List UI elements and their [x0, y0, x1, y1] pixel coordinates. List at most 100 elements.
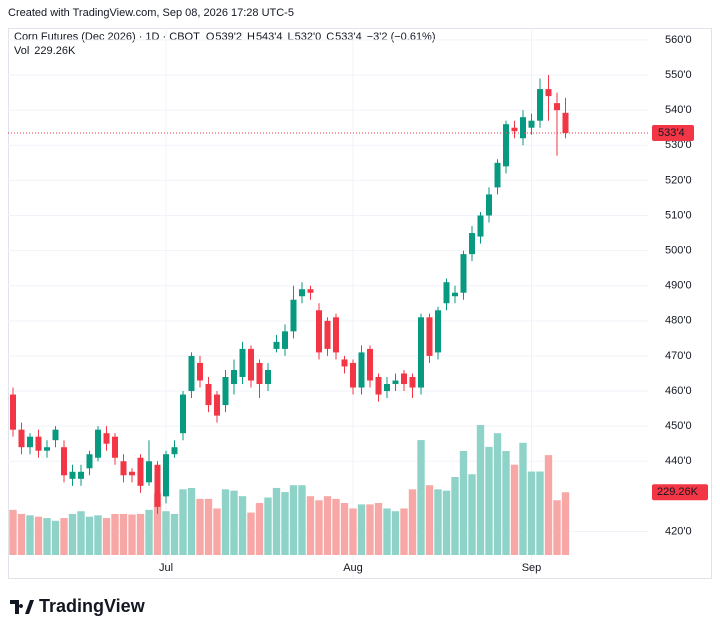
- candle-body: [103, 433, 110, 444]
- axes: 560'0 550'0 540'0 530'0 520'0 510'0 500'0 490'0…: [159, 34, 708, 574]
- candle-body: [154, 464, 161, 507]
- candle-body: [494, 162, 501, 188]
- candle-body: [486, 194, 492, 216]
- volume-bar: [34, 516, 43, 555]
- candle-body: [18, 429, 25, 448]
- volume-bar: [442, 490, 451, 555]
- candle-body: [146, 461, 152, 483]
- volume-bar: [264, 497, 272, 555]
- volume-bar: [451, 477, 459, 555]
- legend-symbol: Corn Futures (Dec 2026) · 1D · CBOT: [14, 31, 200, 43]
- legend: Corn Futures (Dec 2026) · 1D · CBOT O 539'…: [14, 31, 436, 57]
- volume-bar: [272, 487, 281, 555]
- candle-body: [171, 447, 178, 455]
- legend-volume-key: Vol: [14, 45, 29, 57]
- candle-body: [409, 376, 416, 388]
- last-price-box: [652, 124, 694, 141]
- volume-bar: [544, 455, 553, 555]
- volume-bar: [493, 433, 502, 555]
- candle-body: [290, 299, 297, 332]
- candle-body: [265, 369, 271, 385]
- volume-bar: [408, 489, 417, 555]
- y-tick-label: 450'0: [665, 420, 692, 432]
- volume-bar: [374, 503, 383, 555]
- candle-body: [503, 124, 509, 167]
- legend-key: H: [247, 31, 255, 43]
- volume-bar: [425, 485, 434, 555]
- volume-bar: [162, 511, 170, 555]
- candle-body: [299, 289, 305, 297]
- volume-bar: [553, 500, 561, 555]
- logo-icon: [10, 600, 34, 614]
- legend-change: −3'2 (−0.61%): [367, 31, 436, 43]
- volume-bar: [230, 490, 238, 555]
- candle-body: [27, 436, 33, 448]
- candle-body: [537, 89, 543, 121]
- legend-key: O: [206, 31, 215, 43]
- volume-bar: [476, 425, 485, 555]
- x-tick-label: Jul: [159, 562, 173, 574]
- chart-frame: [8, 28, 712, 579]
- candle-body: [112, 436, 118, 458]
- volume-bar: [43, 518, 51, 555]
- candle-body: [511, 127, 518, 132]
- volume-bar: [366, 504, 374, 555]
- volume-bar: [204, 498, 213, 555]
- volume-bar: [136, 513, 145, 555]
- y-tick-label: 460'0: [665, 385, 692, 397]
- volume-bar: [128, 514, 136, 555]
- candle-body: [460, 254, 467, 293]
- candle-body: [256, 362, 263, 385]
- volume-bar: [26, 515, 34, 555]
- candle-body: [35, 436, 42, 451]
- volume-bar: [391, 511, 400, 555]
- price-pane: [8, 75, 648, 514]
- candle-body: [316, 310, 322, 353]
- volume-bar: [340, 503, 349, 555]
- y-tick-label: 520'0: [665, 174, 692, 186]
- volume-bar: [281, 492, 289, 555]
- candle-body: [392, 380, 399, 385]
- last-price-label: 533'4: [658, 127, 685, 139]
- y-tick-label: 550'0: [665, 69, 692, 81]
- volume-bar: [60, 518, 68, 555]
- volume-bar: [510, 464, 519, 555]
- candle-body: [52, 429, 59, 441]
- volume-bar: [400, 508, 408, 555]
- candle-body: [95, 429, 101, 458]
- volume-bar: [298, 485, 306, 555]
- candle-body: [188, 355, 195, 392]
- candle-body: [341, 359, 348, 367]
- candle-body: [418, 317, 424, 388]
- candle-body: [375, 376, 382, 395]
- volume-pane: [9, 425, 570, 555]
- candle-body: [222, 376, 229, 406]
- candle-body: [307, 289, 314, 293]
- candle-body: [401, 373, 407, 385]
- candle-body: [452, 292, 458, 297]
- candle-body: [163, 454, 169, 497]
- candle-body: [435, 310, 441, 353]
- candle-body: [350, 362, 356, 388]
- volume-bar: [349, 508, 357, 555]
- brand: TradingView: [39, 596, 146, 616]
- volume-bar: [561, 492, 570, 555]
- volume-bar: [94, 515, 102, 555]
- candle-body: [205, 384, 212, 406]
- volume-bar: [221, 489, 230, 555]
- candle-body: [384, 384, 390, 392]
- legend-key: L: [288, 31, 294, 43]
- y-tick-label: 420'0: [665, 525, 692, 537]
- volume-bar: [170, 513, 179, 555]
- y-tick-label: 510'0: [665, 209, 692, 221]
- candle-body: [273, 341, 280, 349]
- volume-bar: [238, 496, 247, 555]
- candle-body: [231, 369, 237, 385]
- candle-body: [44, 447, 50, 451]
- candle-body: [129, 471, 135, 476]
- volume-bar: [289, 485, 298, 555]
- volume-bar: [119, 513, 128, 555]
- volume-bar: [247, 512, 255, 555]
- volume-bar: [357, 504, 366, 555]
